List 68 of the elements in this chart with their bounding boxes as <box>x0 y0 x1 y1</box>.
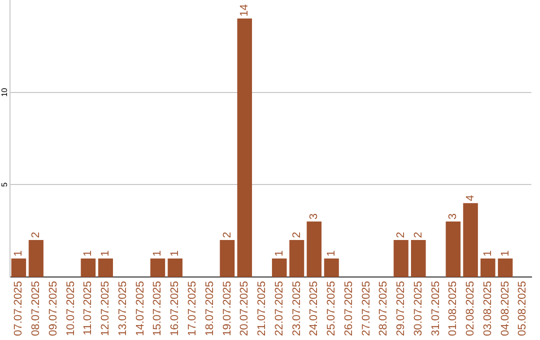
bar <box>394 240 408 277</box>
data-label: 1 <box>326 250 338 256</box>
x-tick-label: 30.07.2025 <box>412 280 424 336</box>
bar <box>411 240 426 277</box>
x-tick-label: 03.08.2025 <box>482 280 494 336</box>
y-tick-label: 5 <box>0 182 10 187</box>
x-tick-label: 29.07.2025 <box>395 280 408 336</box>
bar <box>306 222 322 277</box>
data-label: 1 <box>499 250 512 256</box>
x-tick-label: 15.07.2025 <box>152 280 164 336</box>
data-label: 3 <box>447 213 460 220</box>
data-label: 4 <box>464 194 477 202</box>
x-tick-label: 24.07.2025 <box>308 280 320 336</box>
bar <box>498 258 513 277</box>
data-label: 2 <box>221 232 234 238</box>
x-tick-label: 16.07.2025 <box>169 280 182 336</box>
x-tick-label: 31.07.2025 <box>430 280 442 336</box>
x-tick-label: 10.07.2025 <box>64 280 77 336</box>
x-tick-label: 01.08.2025 <box>447 280 460 336</box>
data-label: 2 <box>30 232 42 238</box>
data-label: 1 <box>82 250 94 256</box>
x-tick-label: 26.07.2025 <box>342 280 355 336</box>
x-tick-label: 04.08.2025 <box>499 280 512 336</box>
bar <box>150 258 166 277</box>
data-label: 1 <box>12 250 25 256</box>
x-tick-label: 07.07.2025 <box>12 280 25 336</box>
bar <box>237 18 252 277</box>
x-tick-label: 20.07.2025 <box>238 280 251 336</box>
data-label: 2 <box>395 232 408 238</box>
data-label: 14 <box>238 4 251 16</box>
x-tick-label: 27.07.2025 <box>360 280 372 336</box>
data-label: 3 <box>308 213 320 220</box>
bar <box>446 222 461 277</box>
data-label: 2 <box>412 232 424 238</box>
data-label: 1 <box>273 250 286 256</box>
x-tick-label: 05.08.2025 <box>516 280 529 336</box>
x-tick-label: 08.07.2025 <box>30 280 42 336</box>
bar <box>80 258 96 277</box>
x-tick-label: 12.07.2025 <box>100 280 112 336</box>
x-tick-label: 21.07.2025 <box>256 280 268 336</box>
x-tick-label: 22.07.2025 <box>273 280 286 336</box>
bar <box>168 258 182 277</box>
x-tick-label: 09.07.2025 <box>47 280 60 336</box>
x-tick-label: 19.07.2025 <box>221 280 234 336</box>
x-tick-label: 18.07.2025 <box>204 280 216 336</box>
data-label: 1 <box>169 250 182 256</box>
x-tick-label: 13.07.2025 <box>116 280 129 336</box>
x-tick-label: 23.07.2025 <box>290 280 303 336</box>
x-tick-label: 14.07.2025 <box>134 280 146 336</box>
bar <box>324 258 339 277</box>
bar <box>289 240 304 277</box>
data-label: 1 <box>100 250 112 256</box>
x-tick-label: 17.07.2025 <box>186 280 199 336</box>
bar <box>220 240 235 277</box>
bar <box>11 258 26 277</box>
data-label: 1 <box>482 250 494 256</box>
x-tick-label: 11.07.2025 <box>82 280 94 336</box>
x-tick-label: 28.07.2025 <box>378 280 390 336</box>
x-tick-label: 02.08.2025 <box>464 280 477 336</box>
data-label: 2 <box>290 232 303 238</box>
bar <box>272 258 287 277</box>
bar <box>463 203 478 277</box>
bar <box>98 258 113 277</box>
y-tick-label: 10 <box>0 87 10 97</box>
data-label: 1 <box>152 250 164 256</box>
bar <box>28 240 44 277</box>
bar <box>480 258 496 277</box>
x-tick-label: 25.07.2025 <box>326 280 338 336</box>
